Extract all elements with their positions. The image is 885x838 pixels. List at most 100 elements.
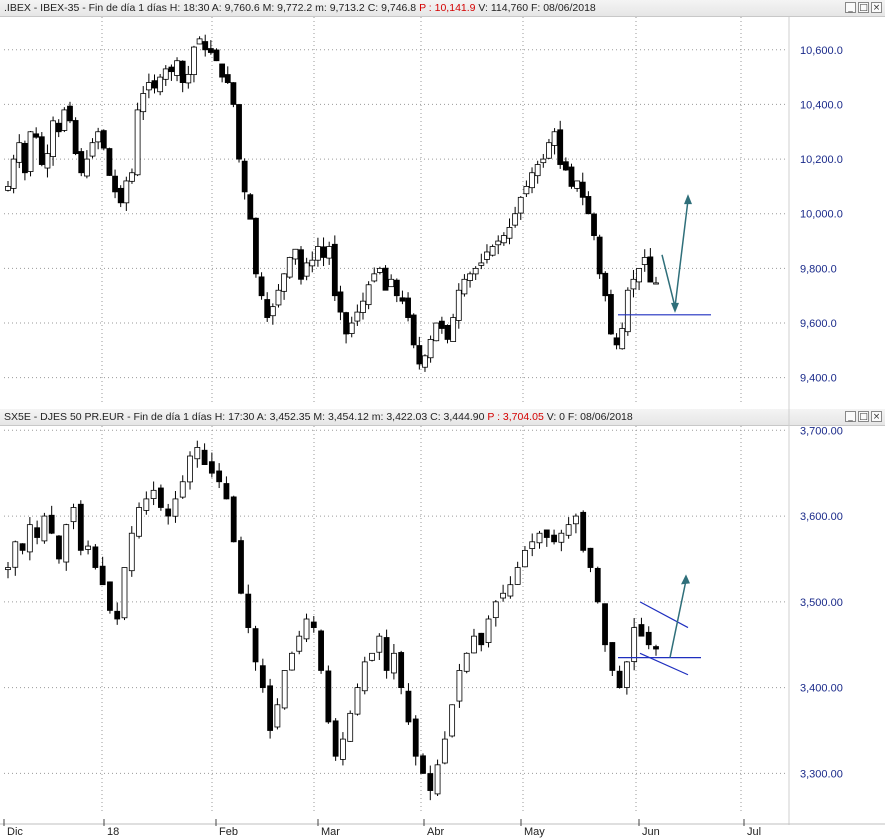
candle (347, 710, 354, 742)
candle-body-down (594, 567, 601, 603)
candle (252, 625, 259, 671)
candle-body-down (647, 256, 654, 283)
candle (5, 180, 11, 192)
sx5e-open: A: 3,452.35 (256, 411, 311, 423)
candle (624, 287, 631, 336)
candle-body-up (196, 38, 203, 45)
candle (201, 443, 208, 466)
candle (296, 630, 303, 655)
candle (489, 244, 496, 257)
candle (179, 475, 186, 499)
candle-body-down (383, 637, 390, 671)
candle (208, 452, 215, 478)
candle (348, 316, 355, 338)
candle (485, 615, 492, 648)
candle (331, 235, 338, 301)
candle (580, 510, 587, 553)
candle-body-up (315, 246, 321, 261)
candle-body-up (16, 142, 23, 163)
candle-body-up (10, 158, 17, 189)
candle-body-down (236, 104, 242, 160)
sx5e-minimize-button[interactable]: _ (845, 411, 856, 422)
candle (289, 651, 295, 671)
y-tick-label: 3,500.00 (800, 597, 843, 609)
candle (162, 65, 169, 86)
candle (412, 715, 419, 766)
candle-body-up (134, 109, 141, 176)
candle (185, 65, 192, 89)
candle-body-up (194, 447, 201, 460)
candle-body-down (157, 487, 164, 508)
ibex-minimize-button[interactable]: _ (845, 2, 856, 13)
candle (579, 172, 586, 206)
candle-body-down (444, 324, 451, 340)
ibex-close-button[interactable]: × (871, 2, 882, 13)
sx5e-close-button[interactable]: × (871, 411, 882, 422)
candle (202, 34, 209, 57)
candle (455, 283, 462, 329)
candle (157, 73, 164, 96)
candle-body-up (434, 764, 441, 795)
candle (433, 322, 440, 342)
candle-body-up (467, 273, 473, 281)
candle-body-up (123, 180, 130, 204)
candle (26, 517, 33, 561)
candle (557, 120, 564, 169)
sx5e-maximize-button[interactable]: □ (858, 411, 869, 422)
candle (467, 271, 473, 288)
candle (191, 45, 197, 83)
candle-body-down (410, 314, 417, 346)
candle-body-up (172, 498, 179, 517)
candle-body-up (506, 226, 513, 239)
candle-body-up (427, 339, 434, 359)
ibex-maximize-button[interactable]: □ (858, 2, 869, 13)
candle (56, 535, 62, 564)
candle (168, 64, 175, 81)
candle (145, 73, 152, 99)
candle-body-up (303, 262, 310, 277)
candle (157, 484, 164, 511)
sx5e-high: M: 3,454.12 (313, 411, 369, 423)
y-tick-label: 3,600.00 (800, 511, 843, 523)
candle (461, 274, 468, 297)
candle-body-up (514, 567, 521, 585)
candle (529, 533, 536, 557)
candle (376, 633, 383, 660)
candle (247, 193, 254, 220)
candle-body-up (529, 541, 536, 549)
candle (12, 540, 19, 576)
candle-body-down (247, 194, 254, 220)
candle-body-down (19, 543, 26, 551)
candle (616, 665, 623, 689)
candle (320, 237, 327, 267)
candle-body-down (77, 503, 84, 551)
candle-body-down (202, 41, 209, 51)
candle-body-up (546, 142, 552, 159)
candle (150, 481, 157, 506)
candle (303, 613, 310, 643)
candle (506, 218, 513, 245)
candle-body-up (26, 524, 33, 553)
candle-body-up (376, 635, 383, 653)
candle-body-up (461, 278, 468, 295)
candle-body-up (286, 257, 293, 278)
candle-body-up (136, 507, 142, 537)
candle-body-up (61, 109, 68, 131)
candle-body-down (405, 297, 411, 318)
candle-body-down (252, 628, 259, 663)
y-tick-label: 10,000.0 (800, 209, 843, 221)
candle-body-up (12, 541, 19, 568)
candle-body-down (332, 720, 339, 757)
candle (16, 134, 23, 169)
ibex-low: m: 9,713.2 (315, 2, 365, 14)
candle-body-up (361, 661, 368, 692)
candle (450, 313, 457, 342)
sx5e-hour: H: 17:30 (214, 411, 255, 423)
candle (507, 576, 514, 599)
candle (630, 269, 637, 298)
candle-body-down (602, 272, 609, 297)
candle (219, 63, 226, 83)
candle (258, 272, 265, 300)
candle-body-down (259, 665, 266, 689)
